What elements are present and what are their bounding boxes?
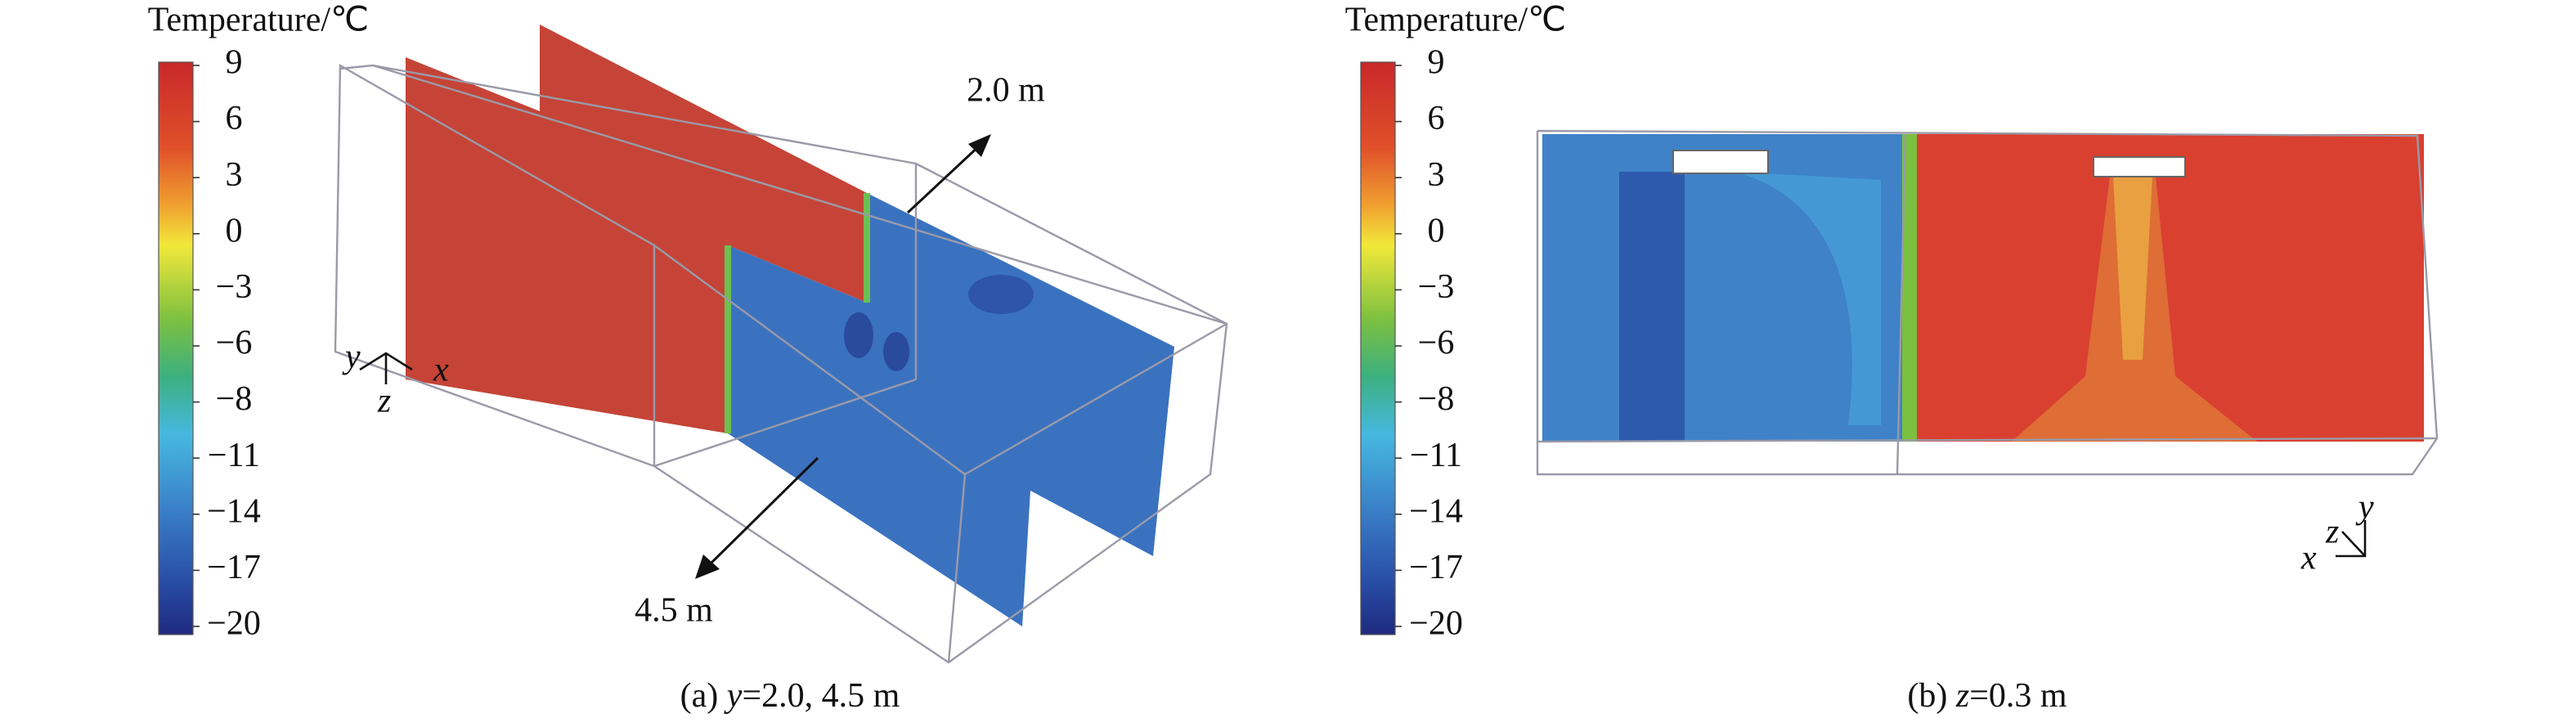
colorbar-tick-label: −20 <box>207 605 261 643</box>
colorbar-tick-label: 6 <box>226 100 243 137</box>
axis-label: x <box>2300 540 2317 577</box>
colorbar-a: Temperature/℃ 9 6 3 0 −3 −6 −8 −11 −14 −17 −20 <box>148 2 369 643</box>
colorbar-tick-label: −17 <box>207 549 261 586</box>
colorbar-title: Temperature/℃ <box>148 2 369 39</box>
colorbar-tick-label: 6 <box>1428 100 1445 137</box>
axis-label: z <box>377 383 391 420</box>
colorbar <box>1360 61 1396 635</box>
axis-triad <box>2336 520 2367 558</box>
plane-label: 2.0 m <box>967 72 1045 110</box>
warm-jet-core <box>2113 177 2152 360</box>
arrow <box>705 456 819 569</box>
colorbar-tick-label: 0 <box>226 212 243 249</box>
caption-rest: =0.3 m <box>1969 677 2067 715</box>
wireframe <box>334 63 1228 664</box>
caption-var: y <box>724 677 743 715</box>
colorbar-tick-label: −3 <box>216 268 253 306</box>
colorbar-tick-label: −8 <box>216 380 253 418</box>
axis-label: y <box>342 339 361 376</box>
colorbar-tick-label: −6 <box>216 325 253 362</box>
colorbar-tick-label: −14 <box>1409 492 1463 530</box>
evaporator <box>2093 156 2186 177</box>
colorbar-tick-label: −11 <box>1410 437 1462 474</box>
colorbar-tick-label: −3 <box>1418 268 1455 306</box>
caption-var: z <box>1955 677 1969 715</box>
colorbar-tick-label: −17 <box>1409 549 1463 586</box>
colorbar-tick-label: 9 <box>1428 44 1445 82</box>
arrow <box>906 142 983 214</box>
cold-zone <box>1734 172 1881 425</box>
caption-prefix: (b) <box>1907 677 1955 715</box>
colorbar-tick-label: −14 <box>207 492 261 530</box>
colorbar-tick-label: 0 <box>1428 212 1445 249</box>
evaporator <box>1672 150 1769 174</box>
blue-plane <box>728 193 1174 626</box>
arrowhead <box>695 554 720 579</box>
colorbar-tick-label: 3 <box>226 156 243 194</box>
axis-triad <box>359 352 413 384</box>
axis-label: y <box>2355 489 2374 527</box>
colorbar-tick-label: −11 <box>208 437 260 474</box>
wireframe <box>1536 129 2439 476</box>
interface <box>1902 134 1917 442</box>
panel-a-view: 2.0 m 4.5 m y x z (a) y=2.0, 4.5 m <box>334 25 1228 715</box>
cold-spot <box>844 312 873 358</box>
cold-spot <box>968 275 1034 314</box>
axis-label: z <box>2325 514 2339 551</box>
cold-jet <box>1619 172 1685 442</box>
colorbar-tick-label: −20 <box>1409 605 1463 643</box>
caption-prefix: (a) <box>680 677 727 715</box>
colorbar-b: Temperature/℃ 9 6 3 0 −3 −6 −8 −11 −14 −17 −20 <box>1345 2 1566 643</box>
red-plane <box>406 25 867 433</box>
caption: (b) z=0.3 m <box>1907 677 2067 715</box>
colorbar-title: Temperature/℃ <box>1345 2 1566 39</box>
colorbar-tick-label: 3 <box>1428 156 1445 194</box>
arrowhead <box>968 134 991 157</box>
colorbar <box>158 61 194 635</box>
colorbar-tick-label: −6 <box>1418 325 1455 362</box>
colorbar-tick-label: 9 <box>226 44 243 82</box>
colorbar-tick-label: −8 <box>1418 380 1455 418</box>
axis-label: x <box>433 352 449 389</box>
plane-label: 4.5 m <box>635 592 713 630</box>
panel-b-view: y z x (b) z=0.3 m <box>1536 129 2439 715</box>
caption-rest: =2.0, 4.5 m <box>742 677 900 715</box>
caption: (a) y=2.0, 4.5 m <box>680 677 900 715</box>
cold-spot <box>883 332 909 371</box>
